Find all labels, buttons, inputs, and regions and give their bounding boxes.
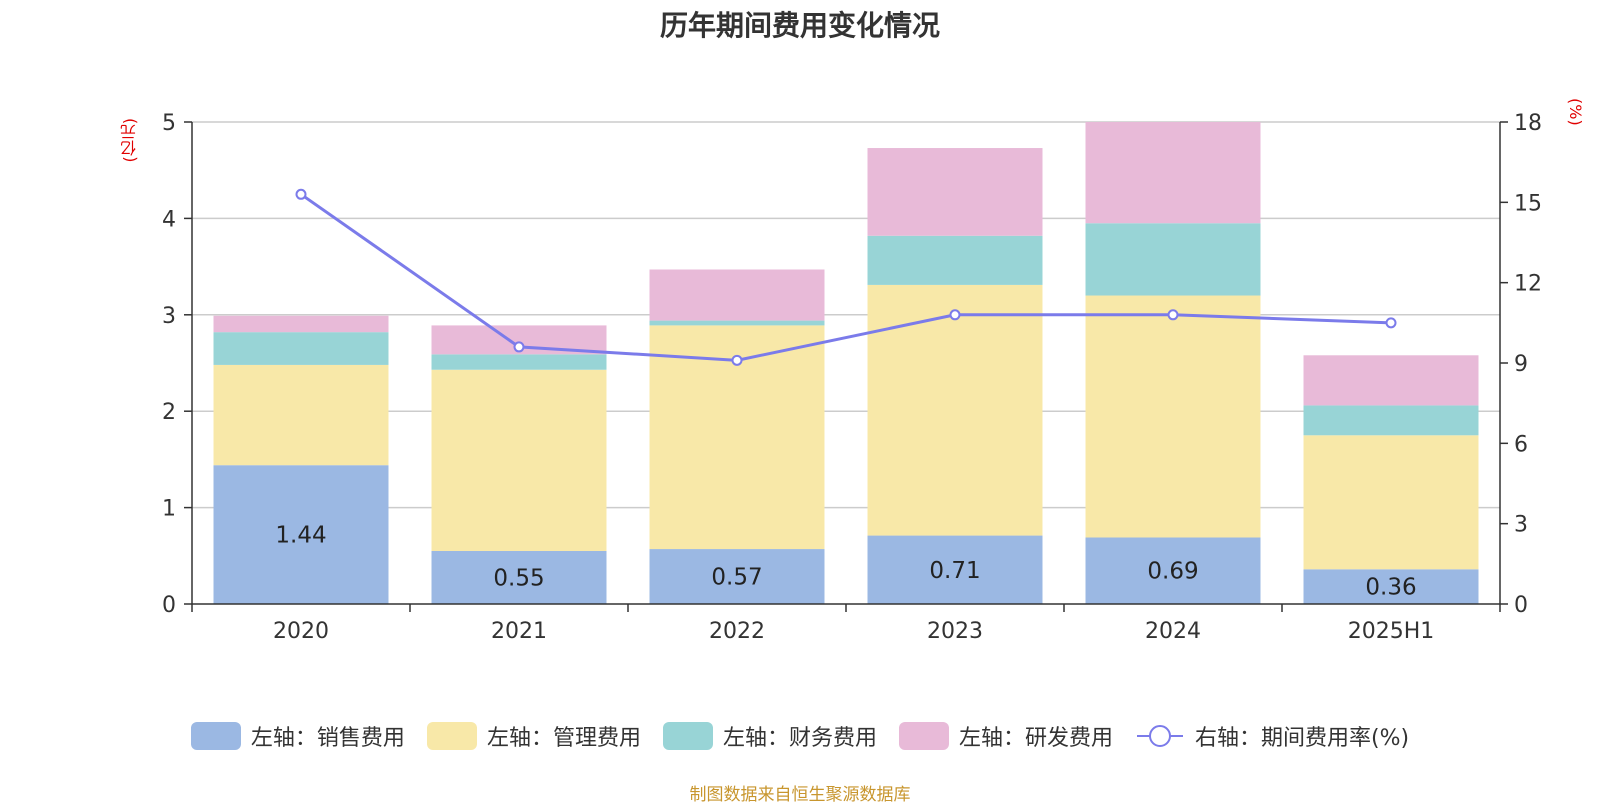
legend-item[interactable]: 右轴：期间费用率(%) (1135, 720, 1409, 752)
source-note: 制图数据来自恒生聚源数据库 (689, 785, 911, 805)
legend-item[interactable]: 左轴：管理费用 (426, 720, 641, 752)
legend-item[interactable]: 左轴：销售费用 (190, 720, 405, 752)
bar-segment (867, 235, 1043, 285)
legend-item[interactable]: 左轴：研发费用 (898, 720, 1113, 752)
legend-label: 右轴：期间费用率(%) (1194, 726, 1410, 751)
rate-point (1385, 317, 1397, 329)
rate-point (295, 188, 307, 200)
legend-swatch (190, 722, 241, 750)
legend: 左轴：销售费用 左轴：管理费用 左轴：财务费用 左轴：研发费用 右轴：期间费用率(%) (0, 720, 1600, 752)
bar-data-label: 0.71 (929, 558, 980, 584)
bar-segment (1303, 435, 1479, 570)
x-axis-tick-label: 2024 (1145, 619, 1201, 644)
bar-data-label: 0.36 (1365, 575, 1416, 601)
right-axis-tick-label: 0 (1514, 593, 1528, 618)
bar-data-label: 1.44 (275, 523, 326, 549)
rate-point (1167, 309, 1179, 321)
x-axis-tick-label: 2021 (491, 619, 547, 644)
left-axis-tick-label: 4 (162, 207, 176, 232)
rate-point (731, 354, 743, 366)
legend-line-marker-icon (1136, 725, 1183, 747)
left-axis-tick-label: 0 (162, 593, 176, 618)
right-axis-tick-label: 6 (1514, 432, 1528, 457)
bar-segment (213, 332, 389, 365)
bar-segment (1303, 355, 1479, 406)
left-axis-tick-label: 3 (162, 304, 176, 329)
legend-line-circle (1148, 725, 1171, 747)
right-axis-unit: (%) (1566, 98, 1585, 126)
bar-segment (213, 315, 389, 333)
bar-segment (867, 284, 1043, 536)
right-axis-tick-label: 3 (1514, 513, 1528, 538)
bar-segment (431, 354, 607, 370)
right-axis-tick-label: 18 (1514, 111, 1542, 136)
legend-item[interactable]: 左轴：财务费用 (662, 720, 877, 752)
left-axis-tick-label: 5 (162, 111, 176, 136)
legend-label: 左轴：财务费用 (722, 726, 877, 751)
bar-segment (1303, 569, 1479, 604)
rate-point (513, 341, 525, 353)
x-axis-tick-label: 2025H1 (1348, 619, 1435, 644)
rate-point (949, 309, 961, 321)
right-axis-tick-label: 15 (1514, 191, 1542, 216)
left-axis-tick-label: 2 (162, 400, 176, 425)
bar-segment (1085, 537, 1261, 604)
bar-segment (431, 550, 607, 604)
bar-data-label: 0.69 (1147, 559, 1198, 585)
bar-segment (649, 549, 825, 604)
bar-segment (431, 369, 607, 551)
x-axis-tick-label: 2020 (273, 619, 329, 644)
x-axis-tick-label: 2022 (709, 619, 765, 644)
chart-title: 历年期间费用变化情况 (659, 9, 940, 42)
bar-segment (213, 364, 389, 466)
bar-data-label: 0.55 (493, 565, 544, 591)
bar-segment (649, 320, 825, 326)
bar-segment (1303, 405, 1479, 436)
bar-segment (867, 148, 1043, 236)
bar-segment (213, 465, 389, 604)
rate-line (300, 193, 1392, 362)
right-axis-tick-label: 9 (1514, 352, 1528, 377)
bar-data-label: 0.57 (711, 565, 762, 591)
legend-swatch (898, 722, 949, 750)
left-axis-tick-label: 1 (162, 497, 176, 522)
bar-segment (1085, 223, 1261, 296)
legend-label: 左轴：管理费用 (486, 726, 641, 751)
legend-label: 左轴：销售费用 (250, 726, 405, 751)
legend-swatch (426, 722, 477, 750)
x-axis-tick-label: 2023 (927, 619, 983, 644)
bar-segment (649, 269, 825, 321)
right-axis-tick-label: 12 (1514, 272, 1542, 297)
legend-label: 左轴：研发费用 (958, 726, 1113, 751)
bar-segment (1085, 122, 1261, 224)
bar-segment (1085, 295, 1261, 538)
legend-swatch (662, 722, 713, 750)
bar-segment (867, 535, 1043, 604)
